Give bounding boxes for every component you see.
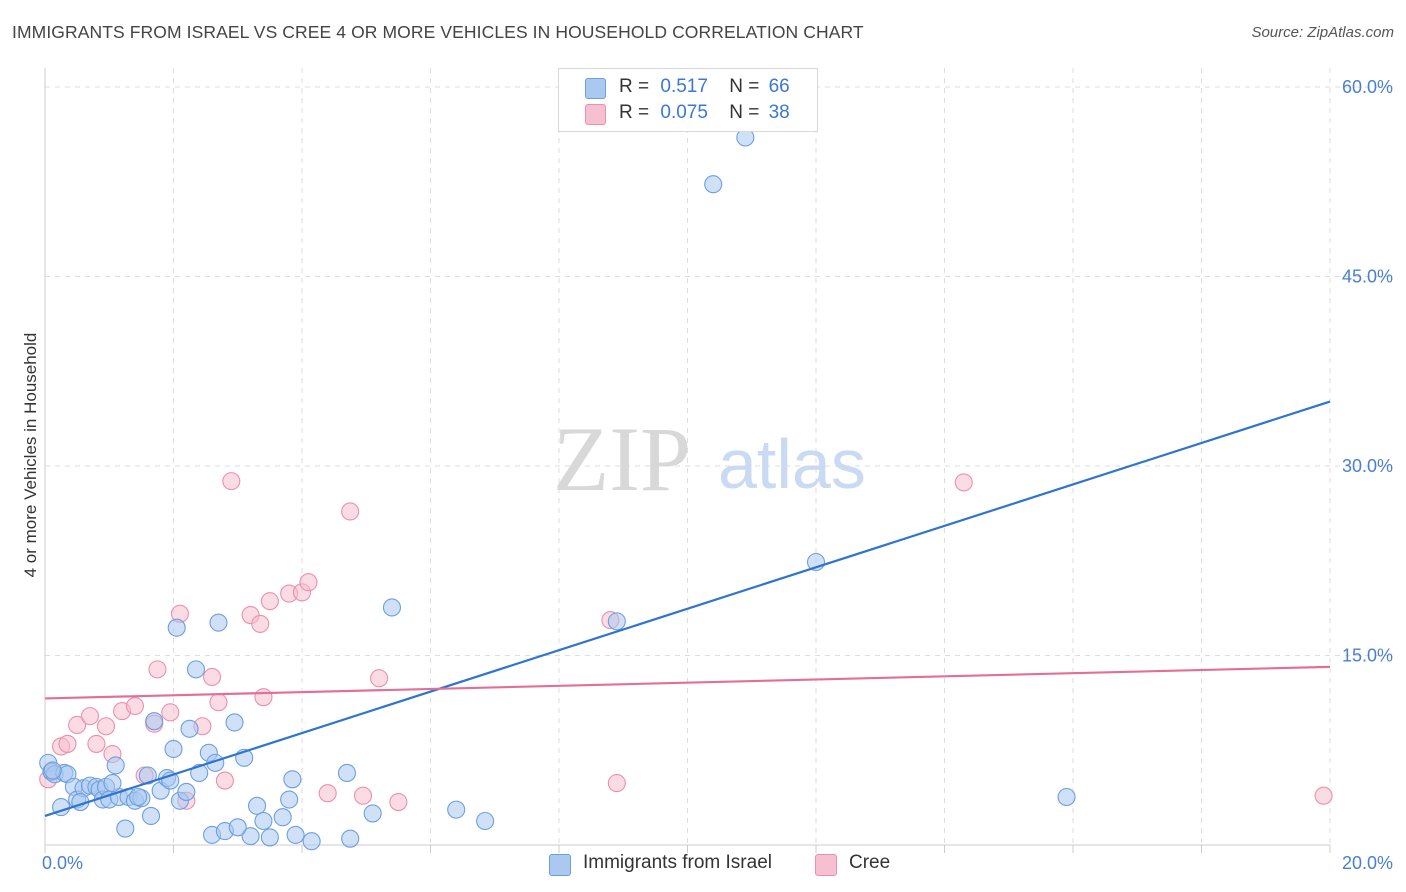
source-credit: Source: ZipAtlas.com: [1251, 24, 1394, 41]
watermark: ZIP atlas: [553, 408, 866, 510]
israel-data-point: [476, 811, 495, 831]
israel-trend-line: [44, 400, 1331, 817]
y-tick-label: 45.0%: [1342, 266, 1393, 286]
cree-data-point: [954, 473, 973, 492]
cree-data-point: [68, 715, 87, 735]
israel-data-point: [180, 719, 199, 738]
legend-r-value-israel: 0.517: [660, 76, 708, 97]
israel-data-point: [382, 598, 402, 617]
watermark-atlas: atlas: [718, 425, 866, 503]
israel-data-point: [286, 825, 305, 844]
israel-data-point: [1057, 787, 1076, 807]
cree-data-point: [209, 693, 228, 712]
israel-data-point: [704, 175, 723, 194]
israel-data-point: [164, 739, 183, 759]
tick-labels: 15.0% 30.0% 45.0% 60.0% 0.0% 20.0%: [42, 77, 1393, 873]
cree-data-point: [161, 703, 180, 722]
series-cree-points: [39, 472, 1333, 812]
cree-data-point: [222, 472, 241, 491]
israel-data-point: [116, 819, 135, 838]
cree-data-point: [125, 696, 144, 716]
legend-n-value-cree: 38: [768, 102, 790, 123]
israel-data-point: [260, 828, 279, 847]
israel-data-point: [247, 796, 267, 815]
cree-data-point: [215, 771, 234, 790]
israel-data-point: [129, 787, 148, 807]
israel-data-point: [283, 770, 302, 789]
israel-data-point: [209, 613, 228, 632]
cree-data-point: [203, 667, 222, 687]
legend-swatch-israel: [585, 78, 606, 99]
legend-swatch-cree: [585, 104, 606, 125]
israel-data-point: [447, 800, 466, 819]
cree-data-point: [341, 502, 360, 521]
y-tick-label: 15.0%: [1342, 645, 1393, 665]
gridlines: [45, 68, 1395, 845]
y-tick-label: 60.0%: [1342, 77, 1393, 97]
legend-n-value-israel: 66: [768, 76, 790, 97]
cree-data-point: [251, 614, 270, 633]
cree-data-point: [254, 688, 273, 707]
israel-data-point: [43, 761, 62, 780]
israel-data-point: [363, 804, 382, 823]
israel-data-point: [273, 808, 292, 827]
cree-data-point: [353, 786, 373, 805]
cree-data-point: [389, 792, 408, 812]
x-tick-label: 0.0%: [42, 853, 83, 873]
israel-data-point: [145, 712, 164, 731]
legend-swatch-cree: [815, 854, 837, 876]
trend-lines: [44, 400, 1331, 817]
cree-data-point: [96, 717, 116, 736]
israel-data-point: [341, 829, 360, 848]
legend-r-value-cree: 0.075: [660, 102, 708, 123]
israel-data-point: [103, 774, 122, 793]
legend-label-israel: Immigrants from Israel: [583, 852, 772, 873]
legend-n-label: N =: [729, 102, 760, 123]
legend-swatch-israel: [549, 854, 571, 876]
y-tick-label: 30.0%: [1342, 456, 1393, 476]
cree-data-point: [260, 592, 279, 611]
cree-data-point: [80, 707, 100, 726]
israel-data-point: [141, 806, 161, 825]
x-tick-label: 20.0%: [1342, 853, 1393, 873]
legend-r-label: R =: [619, 102, 650, 123]
cree-data-point: [299, 573, 318, 592]
cree-data-point: [607, 774, 626, 793]
cree-data-point: [318, 784, 337, 803]
israel-data-point: [225, 713, 244, 732]
cree-data-point: [1314, 786, 1333, 805]
chart-title: IMMIGRANTS FROM ISRAEL VS CREE 4 OR MORE…: [12, 22, 864, 42]
cree-data-point: [87, 734, 106, 753]
israel-data-point: [138, 766, 157, 785]
cree-data-point: [148, 660, 167, 679]
israel-data-point: [167, 618, 186, 637]
stats-legend: R = 0.517 N = 66 R = 0.075 N = 38: [558, 68, 818, 132]
israel-data-point: [280, 790, 299, 809]
israel-data-point: [607, 612, 626, 631]
israel-data-point: [186, 660, 206, 679]
israel-data-point: [241, 827, 260, 846]
series-israel-points: [39, 128, 1076, 851]
israel-data-point: [254, 811, 273, 831]
cree-data-point: [370, 669, 389, 688]
cree-trend-line: [44, 665, 1331, 700]
israel-data-point: [302, 832, 321, 851]
axes: [44, 68, 1331, 853]
series-legend: Immigrants from Israel Cree: [0, 852, 1406, 878]
cree-data-point: [58, 734, 77, 753]
watermark-zip: ZIP: [553, 408, 691, 510]
legend-label-cree: Cree: [849, 852, 891, 873]
israel-data-point: [106, 756, 125, 775]
israel-data-point: [337, 763, 357, 783]
israel-data-point: [177, 782, 196, 801]
legend-n-label: N =: [729, 76, 760, 97]
legend-r-label: R =: [619, 76, 650, 97]
y-axis-label: 4 or more Vehicles in Household: [21, 333, 40, 578]
israel-data-point: [228, 818, 247, 837]
